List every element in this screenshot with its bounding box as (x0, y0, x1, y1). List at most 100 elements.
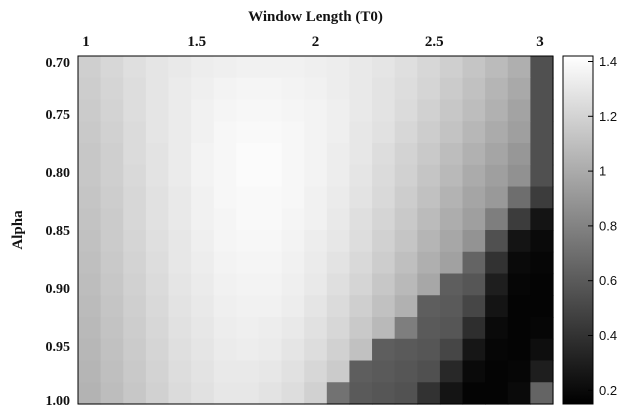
x-axis-ticks: 1 1.5 2 2.5 3 (82, 34, 544, 50)
heatmap-cell (462, 164, 486, 188)
heatmap-cell (123, 186, 147, 209)
heatmap-cell (258, 230, 283, 253)
heatmap-cell (530, 164, 554, 188)
heatmap-cell (507, 143, 531, 166)
heatmap-cell (123, 121, 147, 144)
heatmap-cell (213, 251, 237, 275)
heatmap-cell (78, 143, 102, 166)
heatmap-cell (462, 295, 486, 318)
heatmap-cell (258, 360, 283, 383)
heatmap-cell (258, 338, 283, 362)
heatmap-cell (100, 382, 124, 405)
heatmap-cell (417, 230, 441, 253)
heatmap-cell (100, 56, 124, 79)
heatmap-cell (394, 338, 418, 362)
y-tick-label: 0.90 (46, 282, 71, 297)
heatmap-cell (258, 186, 283, 209)
heatmap-cell (304, 360, 328, 383)
heatmap-cell (281, 295, 305, 318)
heatmap-cell (349, 143, 373, 166)
heatmap-cell (439, 273, 464, 296)
heatmap-cell (191, 99, 215, 122)
heatmap-cell (530, 99, 554, 122)
heatmap-cell (258, 382, 283, 405)
heatmap-cell (236, 77, 260, 101)
heatmap-cell (349, 295, 373, 318)
heatmap-cell (145, 338, 170, 362)
heatmap-cell (236, 317, 260, 340)
heatmap-cell (145, 77, 170, 101)
heatmap-cell (191, 338, 215, 362)
heatmap-cell (485, 186, 509, 209)
heatmap-cell (417, 360, 441, 383)
heatmap-cell (213, 273, 237, 296)
heatmap-cell (123, 99, 147, 122)
heatmap-cell (304, 338, 328, 362)
heatmap-cell (281, 121, 305, 144)
colorbar (562, 55, 594, 405)
y-tick-label: 0.95 (46, 340, 71, 355)
heatmap-cell (304, 208, 328, 231)
heatmap-cell (372, 295, 396, 318)
heatmap-cell (349, 230, 373, 253)
heatmap-cell (507, 360, 531, 383)
heatmap-cell (439, 186, 464, 209)
heatmap-cell (123, 382, 147, 405)
heatmap-cell (439, 317, 464, 340)
heatmap-cell (168, 295, 192, 318)
x-tick-label: 1 (82, 34, 90, 50)
heatmap-cell (462, 186, 486, 209)
heatmap-cell (78, 77, 102, 101)
heatmap-cell (507, 208, 531, 231)
heatmap-cell (530, 77, 554, 101)
heatmap-cell (236, 382, 260, 405)
heatmap-cell (168, 56, 192, 79)
heatmap-cell (417, 295, 441, 318)
heatmap-cell (236, 186, 260, 209)
heatmap-cell (349, 208, 373, 231)
heatmap-cell (123, 230, 147, 253)
heatmap-cell (123, 338, 147, 362)
heatmap-cell (417, 273, 441, 296)
heatmap-cell (507, 251, 531, 275)
heatmap-cell (394, 121, 418, 144)
heatmap-cell (78, 99, 102, 122)
heatmap-cell (213, 121, 237, 144)
heatmap-cell (394, 295, 418, 318)
heatmap-cell (417, 382, 441, 405)
heatmap-cell (258, 99, 283, 122)
heatmap-cell (439, 99, 464, 122)
heatmap-cell (281, 99, 305, 122)
heatmap-cell (349, 77, 373, 101)
heatmap-cell (485, 317, 509, 340)
heatmap-cell (213, 360, 237, 383)
heatmap-cell (462, 56, 486, 79)
heatmap-cell (349, 121, 373, 144)
heatmap-cell (145, 186, 170, 209)
heatmap-cell (372, 164, 396, 188)
heatmap-cell (417, 143, 441, 166)
heatmap-cell (213, 99, 237, 122)
heatmap-cell (145, 164, 170, 188)
heatmap-cell (530, 360, 554, 383)
heatmap-cell (417, 164, 441, 188)
y-tick-label: 0.75 (46, 108, 71, 123)
heatmap-cell (304, 164, 328, 188)
heatmap-cell (485, 121, 509, 144)
heatmap-cell (78, 273, 102, 296)
heatmap-cell (281, 164, 305, 188)
heatmap-cell (145, 143, 170, 166)
heatmap-cell (304, 295, 328, 318)
heatmap-cell (100, 251, 124, 275)
heatmap-cell (281, 382, 305, 405)
heatmap-cell (507, 56, 531, 79)
heatmap-cell (485, 273, 509, 296)
heatmap-cell (191, 208, 215, 231)
heatmap-cell (394, 186, 418, 209)
heatmap-cell (78, 317, 102, 340)
heatmap-cell (100, 317, 124, 340)
heatmap-cell (530, 251, 554, 275)
x-tick-label: 1.5 (187, 34, 206, 50)
heatmap-cell (236, 164, 260, 188)
heatmap-cell (462, 317, 486, 340)
